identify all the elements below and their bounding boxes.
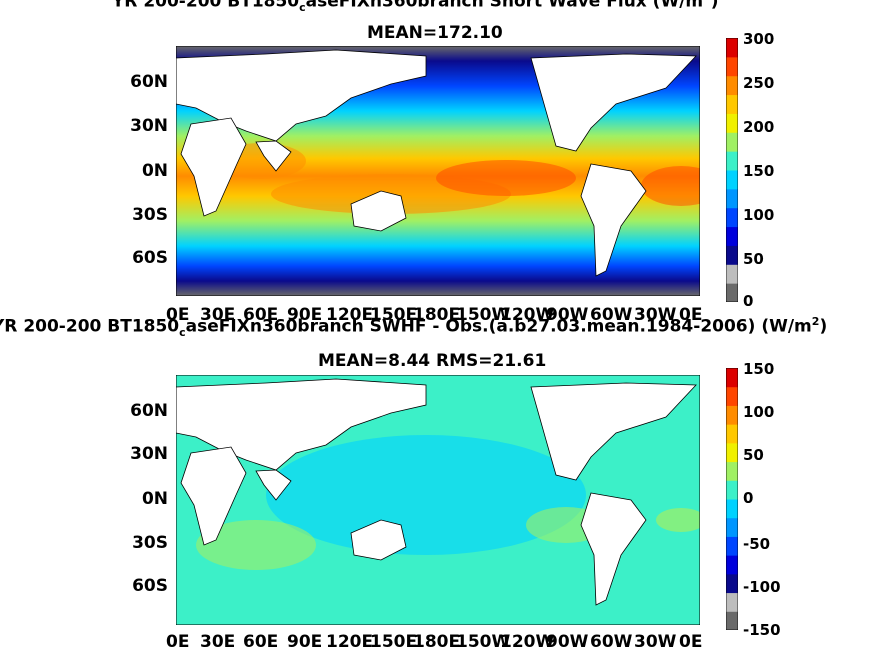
colorbar-swatch <box>726 442 738 463</box>
bottom-map <box>176 375 700 625</box>
bottom-x-tick: 90W <box>546 632 589 652</box>
colorbar-swatch <box>726 245 738 265</box>
top-colorbar-tick: 300 <box>743 30 775 48</box>
colorbar-swatch <box>726 170 738 190</box>
top-map <box>176 46 700 296</box>
colorbar-swatch <box>726 264 738 284</box>
colorbar-swatch <box>726 555 738 575</box>
bottom-x-tick: 60E <box>243 632 279 652</box>
top-colorbar-tick: 200 <box>743 118 775 136</box>
top-x-tick: 30W <box>634 305 677 325</box>
top-y-tick: 60S <box>132 248 168 268</box>
top-x-tick: 60W <box>590 305 633 325</box>
colorbar-swatch <box>726 75 738 96</box>
top-y-tick: 0N <box>141 161 168 181</box>
top-x-tick: 180E <box>413 305 461 325</box>
bottom-colorbar-tick: -150 <box>743 621 781 639</box>
top-x-tick: 0E <box>166 305 190 325</box>
top-x-tick: 0E <box>679 305 703 325</box>
bottom-y-tick: 0N <box>141 489 168 509</box>
colorbar-swatch <box>726 226 738 246</box>
colorbar-swatch <box>726 94 738 114</box>
bottom-colorbar-tick: 0 <box>743 489 754 507</box>
colorbar-swatch <box>726 113 738 133</box>
colorbar-swatch <box>726 151 738 171</box>
top-map-title: YR 200-200 BT1850caseFIXn360branch Short… <box>112 0 719 15</box>
colorbar-swatch <box>726 499 738 519</box>
colorbar-swatch <box>726 592 738 612</box>
colorbar-swatch <box>726 461 738 481</box>
top-colorbar-tick: 150 <box>743 162 775 180</box>
colorbar-swatch <box>726 386 738 406</box>
top-colorbar <box>726 38 738 302</box>
colorbar-swatch <box>726 424 738 444</box>
bottom-x-tick: 90E <box>287 632 323 652</box>
bottom-colorbar <box>726 368 738 630</box>
bottom-colorbar-tick: 50 <box>743 446 764 464</box>
bottom-x-tick: 180E <box>413 632 461 652</box>
top-y-tick: 30S <box>132 205 168 225</box>
colorbar-swatch <box>726 517 738 537</box>
colorbar-swatch <box>726 405 738 425</box>
colorbar-swatch <box>726 536 738 556</box>
colorbar-swatch <box>726 56 738 77</box>
top-x-tick: 60E <box>243 305 279 325</box>
colorbar-swatch <box>726 368 738 388</box>
bottom-colorbar-tick: 150 <box>743 360 775 378</box>
bottom-x-tick: 120E <box>326 632 374 652</box>
bottom-x-tick: 150E <box>370 632 418 652</box>
bottom-x-tick: 0E <box>166 632 190 652</box>
bottom-x-tick: 60W <box>590 632 633 652</box>
top-colorbar-tick: 250 <box>743 74 775 92</box>
bottom-x-tick: 120W <box>500 632 555 652</box>
bottom-map-title: YR 200-200 BT1850caseFIXn360branch SWHF … <box>0 315 828 340</box>
top-x-tick: 150E <box>370 305 418 325</box>
colorbar-swatch <box>726 38 738 58</box>
bottom-x-tick: 30E <box>200 632 236 652</box>
top-x-tick: 120E <box>326 305 374 325</box>
colorbar-swatch <box>726 283 738 302</box>
bottom-y-tick: 30N <box>130 444 168 464</box>
bottom-x-tick: 30W <box>634 632 677 652</box>
top-colorbar-tick: 50 <box>743 250 764 268</box>
bottom-colorbar-tick: -100 <box>743 578 781 596</box>
bottom-y-tick: 30S <box>132 533 168 553</box>
top-colorbar-tick: 100 <box>743 206 775 224</box>
colorbar-swatch <box>726 188 738 209</box>
top-x-tick: 90E <box>287 305 323 325</box>
top-map-svg <box>176 46 700 296</box>
colorbar-swatch <box>726 611 738 630</box>
top-map-stats: MEAN=172.10 <box>367 23 503 43</box>
top-y-tick: 60N <box>130 72 168 92</box>
bottom-y-tick: 60N <box>130 401 168 421</box>
top-x-tick: 120W <box>500 305 555 325</box>
top-x-tick: 90W <box>546 305 589 325</box>
bottom-colorbar-tick: 100 <box>743 403 775 421</box>
colorbar-swatch <box>726 480 738 500</box>
top-x-tick: 150W <box>456 305 511 325</box>
bottom-x-tick: 150W <box>456 632 511 652</box>
bottom-x-tick: 0E <box>679 632 703 652</box>
colorbar-swatch <box>726 132 738 152</box>
bottom-map-svg <box>176 375 700 625</box>
top-y-tick: 30N <box>130 116 168 136</box>
colorbar-swatch <box>726 573 738 594</box>
top-x-tick: 30E <box>200 305 236 325</box>
bottom-colorbar-tick: -50 <box>743 535 771 553</box>
bottom-map-stats: MEAN=8.44 RMS=21.61 <box>318 351 547 371</box>
top-colorbar-tick: 0 <box>743 292 754 310</box>
colorbar-swatch <box>726 207 738 228</box>
bottom-y-tick: 60S <box>132 576 168 596</box>
